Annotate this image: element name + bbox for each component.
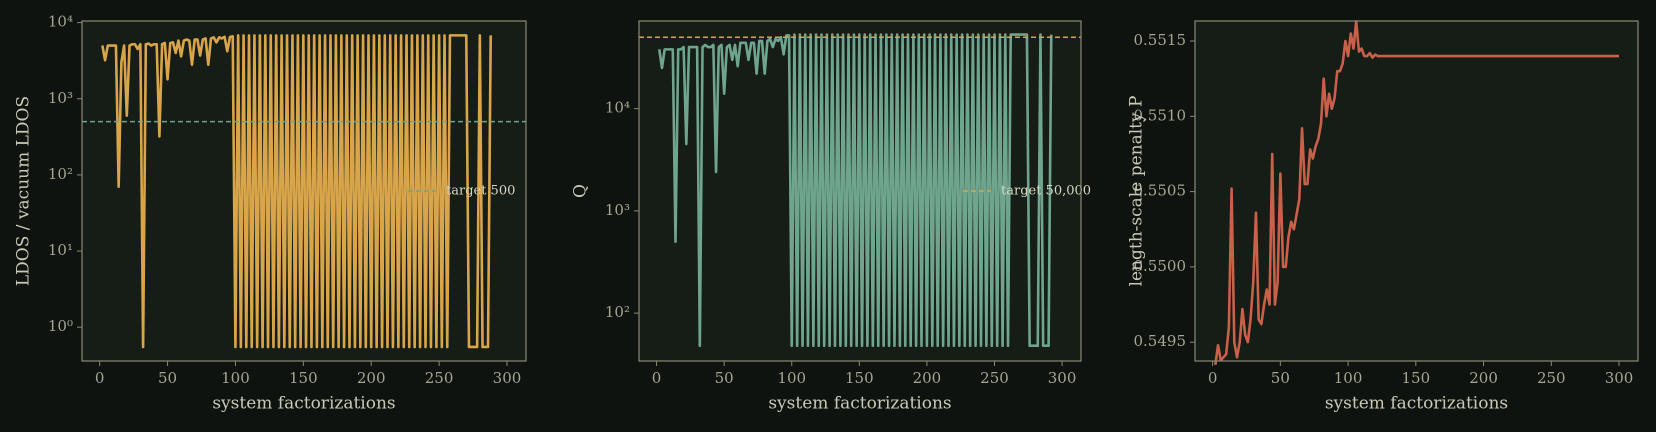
legend-label: target 500 — [446, 184, 515, 199]
plot-frame — [638, 20, 1082, 362]
x-axis-label: system factorizations — [768, 394, 951, 414]
x-tick-label: 100 — [777, 369, 806, 387]
y-axis-label: length-scale penalty P — [1127, 96, 1147, 287]
data-line — [657, 33, 1053, 347]
y-tick-label: 0.5515 — [1134, 31, 1187, 49]
y-tick-label: 10⁰ — [48, 317, 73, 335]
x-tick-label: 250 — [1537, 369, 1566, 387]
x-tick-label: 100 — [221, 369, 250, 387]
plot-frame — [81, 20, 527, 362]
x-tick-label: 300 — [1048, 369, 1077, 387]
x-tick-label: 200 — [1469, 369, 1498, 387]
x-tick-label: 150 — [845, 369, 874, 387]
y-tick-label: 10⁴ — [605, 99, 630, 117]
subplot: 0 50 100 150 200 250 300 0.5495 0.5500 0.5505 0.55… — [1127, 20, 1639, 414]
subplot: 0 50 100 150 200 250 300 10² 10³ 10⁴ target 50,000… — [571, 20, 1091, 414]
y-axis-label: LDOS / vacuum LDOS — [14, 96, 34, 286]
x-tick-label: 100 — [1334, 369, 1363, 387]
x-tick-label: 250 — [425, 369, 454, 387]
data-line — [101, 34, 492, 349]
y-tick-label: 10⁴ — [48, 13, 73, 31]
subplot: 0 50 100 150 200 250 300 10⁰ 10¹ 10² 10³ 10⁴ target … — [14, 13, 527, 414]
x-tick-label: 300 — [493, 369, 522, 387]
x-axis-label: system factorizations — [1325, 394, 1508, 414]
x-tick-label: 200 — [357, 369, 386, 387]
y-tick-label: 0.5505 — [1134, 182, 1187, 200]
data-line — [1214, 20, 1620, 365]
x-tick-label: 300 — [1605, 369, 1634, 387]
x-tick-label: 200 — [913, 369, 942, 387]
y-tick-label: 0.5510 — [1134, 106, 1187, 124]
y-tick-label: 10² — [48, 165, 73, 183]
x-tick-label: 250 — [980, 369, 1009, 387]
legend-label: target 50,000 — [1001, 184, 1091, 199]
y-axis-label: Q — [571, 184, 591, 198]
x-tick-label: 50 — [715, 369, 734, 387]
y-tick-label: 10³ — [605, 201, 630, 219]
x-tick-label: 150 — [1402, 369, 1431, 387]
x-tick-label: 150 — [289, 369, 318, 387]
y-tick-label: 10¹ — [48, 241, 73, 259]
x-tick-label: 50 — [158, 369, 177, 387]
y-tick-label: 0.5495 — [1134, 332, 1187, 350]
x-tick-label: 0 — [95, 369, 105, 387]
plot-area — [1195, 21, 1638, 361]
x-tick-label: 0 — [652, 369, 662, 387]
y-tick-label: 10³ — [48, 89, 73, 107]
x-tick-label: 50 — [1271, 369, 1290, 387]
plot-frame — [1194, 20, 1639, 362]
x-axis-label: system factorizations — [212, 394, 395, 414]
y-tick-label: 10² — [605, 303, 630, 321]
y-tick-label: 0.5500 — [1134, 257, 1187, 275]
x-tick-label: 0 — [1208, 369, 1218, 387]
